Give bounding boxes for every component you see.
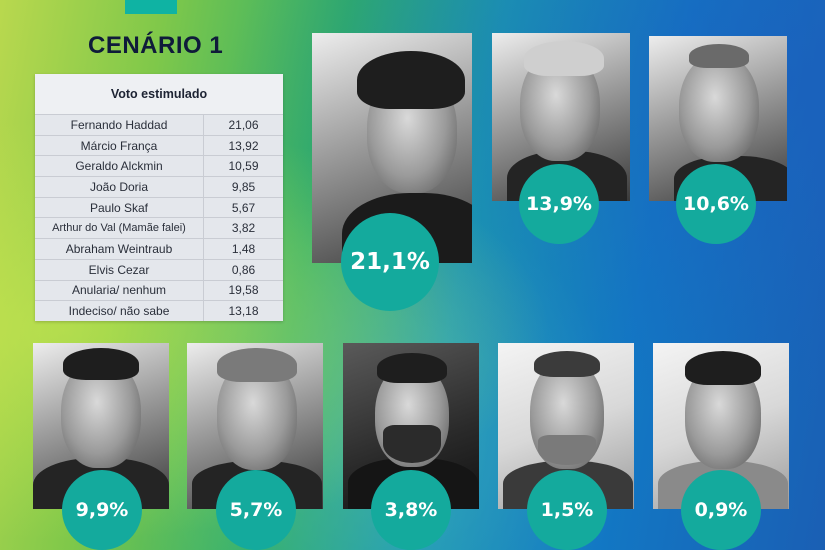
table-row: Abraham Weintraub 1,48 — [35, 238, 283, 260]
candidate-photo — [187, 343, 323, 509]
table-header: Voto estimulado — [35, 74, 283, 114]
table-row: Indeciso/ não sabe 13,18 — [35, 300, 283, 321]
percent-badge: 9,9% — [62, 470, 142, 550]
percent-badge: 21,1% — [341, 213, 439, 311]
candidate-value: 13,18 — [203, 300, 283, 321]
scenario-title: CENÁRIO 1 — [88, 32, 224, 59]
candidate-name: Geraldo Alckmin — [35, 155, 204, 177]
percent-badge: 0,9% — [681, 470, 761, 550]
table-row: Elvis Cezar 0,86 — [35, 258, 283, 280]
candidate-name: Anularia/ nenhum — [35, 279, 204, 301]
candidate-name: Paulo Skaf — [35, 196, 204, 218]
candidate-value: 10,59 — [203, 155, 283, 177]
candidate-value: 9,85 — [203, 176, 283, 198]
percent-badge: 5,7% — [216, 470, 296, 550]
percent-badge: 3,8% — [371, 470, 451, 550]
candidate-value: 0,86 — [203, 258, 283, 280]
poll-table: Voto estimulado Fernando Haddad 21,06 Már… — [35, 74, 283, 321]
table-row: João Doria 9,85 — [35, 176, 283, 198]
candidate-name: Fernando Haddad — [35, 114, 204, 136]
table-row: Márcio França 13,92 — [35, 134, 283, 156]
percent-badge: 1,5% — [527, 470, 607, 550]
candidate-name: João Doria — [35, 176, 204, 198]
candidate-name: Arthur do Val (Mamãe falei) — [35, 217, 204, 239]
table-row: Anularia/ nenhum 19,58 — [35, 279, 283, 301]
table-row: Geraldo Alckmin 10,59 — [35, 155, 283, 177]
percent-badge: 10,6% — [676, 164, 756, 244]
table-row: Arthur do Val (Mamãe falei) 3,82 — [35, 217, 283, 239]
candidate-name: Elvis Cezar — [35, 258, 204, 280]
top-accent-tab — [125, 0, 177, 14]
candidate-value: 21,06 — [203, 114, 283, 136]
percent-badge: 13,9% — [519, 164, 599, 244]
results-table: Fernando Haddad 21,06 Márcio França 13,92 … — [35, 114, 283, 321]
candidate-value: 13,92 — [203, 134, 283, 156]
candidate-photo — [492, 33, 630, 201]
table-row: Fernando Haddad 21,06 — [35, 114, 283, 136]
candidate-value: 5,67 — [203, 196, 283, 218]
candidate-photo — [312, 33, 472, 263]
candidate-name: Indeciso/ não sabe — [35, 300, 204, 321]
candidate-name: Márcio França — [35, 134, 204, 156]
candidate-name: Abraham Weintraub — [35, 238, 204, 260]
candidate-value: 3,82 — [203, 217, 283, 239]
candidate-value: 1,48 — [203, 238, 283, 260]
table-row: Paulo Skaf 5,67 — [35, 196, 283, 218]
candidate-value: 19,58 — [203, 279, 283, 301]
